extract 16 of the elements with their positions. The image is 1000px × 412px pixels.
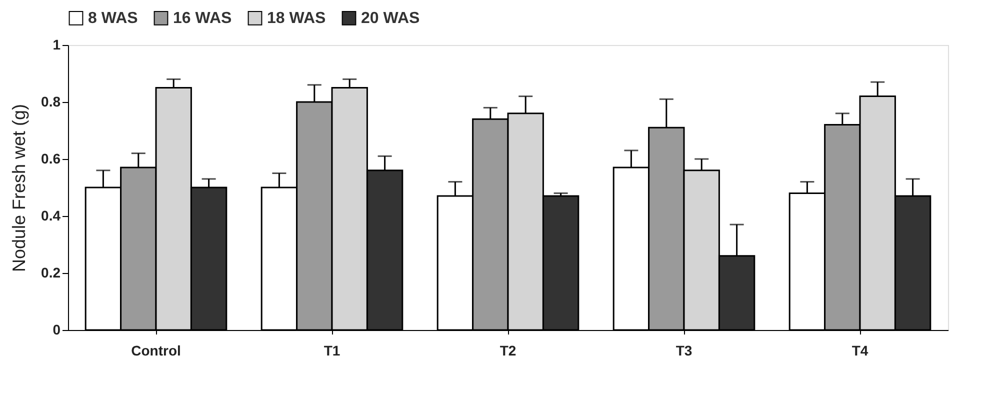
y-tick-label: 0 [52,322,61,338]
x-tick-label: T4 [852,342,868,358]
x-tick-label: T3 [676,342,692,358]
legend-label: 8 WAS [88,10,138,28]
legend-label: 16 WAS [173,10,232,28]
y-axis-title: Nodule Fresh wet (g) [9,104,30,272]
legend-label: 20 WAS [361,10,420,28]
y-tick-label: 0.2 [41,264,61,280]
x-tick-label: T2 [500,342,516,358]
legend-label: 18 WAS [267,10,326,28]
y-tick-label: 0.4 [41,208,61,224]
x-tick-label: Control [131,342,181,358]
y-tick-label: 0.8 [41,94,61,110]
y-tick-label: 0.6 [41,150,61,166]
x-tick-label: T1 [324,342,340,358]
y-tick-label: 1 [52,36,61,52]
